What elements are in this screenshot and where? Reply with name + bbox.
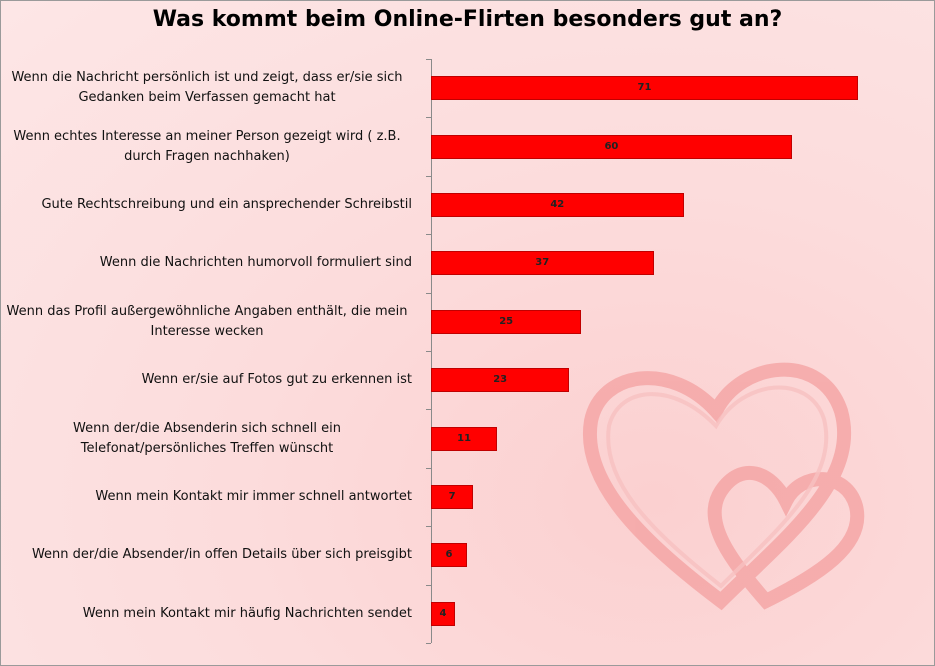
value-label: 42	[550, 199, 565, 210]
category-text: Wenn er/sie auf Fotos gut zu erkennen is…	[141, 372, 412, 388]
value-label: 37	[535, 257, 550, 269]
category-axis	[431, 59, 432, 643]
bar	[431, 309, 582, 334]
value-label: 11	[457, 432, 472, 444]
bar	[431, 193, 684, 217]
bar	[431, 251, 654, 276]
axis-tick	[426, 409, 431, 411]
value-label: 7	[448, 491, 456, 502]
axis-tick	[426, 467, 431, 469]
bar	[431, 485, 474, 509]
value-label: 6	[445, 549, 453, 561]
axis-tick	[426, 234, 431, 236]
bar	[431, 76, 858, 101]
chart-title: Was kommt beim Online-Flirten besonders …	[152, 7, 783, 32]
bar	[431, 543, 468, 568]
bar	[431, 426, 498, 451]
axis-tick	[426, 643, 431, 644]
category-text: Wenn die Nachrichten humorvoll formulier…	[99, 255, 412, 271]
bar	[431, 601, 456, 626]
value-label: 25	[499, 315, 514, 327]
value-label: 71	[637, 82, 652, 94]
axis-tick	[426, 526, 431, 528]
category-label: Wenn er/sie auf Fotos gut zu erkennen is…	[2, 355, 412, 405]
category-label: Wenn der/die Absenderin sich schnell ein…	[2, 414, 412, 464]
category-label: Wenn die Nachrichten humorvoll formulier…	[2, 238, 412, 288]
category-text: Wenn echtes Interesse an meiner Person g…	[13, 128, 401, 164]
category-label: Wenn die Nachricht persönlich ist und ze…	[2, 63, 412, 113]
category-label: Wenn mein Kontakt mir häufig Nachrichten…	[2, 589, 412, 639]
category-text: Wenn mein Kontakt mir immer schnell antw…	[95, 489, 412, 504]
axis-tick	[426, 351, 431, 352]
value-label: 60	[604, 140, 619, 152]
bar	[431, 134, 792, 159]
axis-tick	[426, 59, 431, 60]
axis-tick	[426, 584, 431, 586]
category-label: Wenn mein Kontakt mir immer schnell antw…	[2, 472, 412, 522]
category-text: Wenn das Profil außergewöhnliche Angaben…	[6, 303, 408, 339]
value-label: 23	[493, 374, 508, 386]
axis-tick	[426, 117, 431, 119]
category-label: Wenn das Profil außergewöhnliche Angaben…	[2, 297, 412, 347]
category-text: Gute Rechtschreibung und ein ansprechend…	[41, 197, 412, 212]
category-text: Wenn die Nachricht persönlich ist und ze…	[11, 70, 403, 106]
axis-tick	[426, 175, 431, 177]
category-text: Wenn der/die Absender/in offen Details ü…	[31, 547, 412, 563]
category-label: Wenn der/die Absender/in offen Details ü…	[2, 530, 412, 580]
category-text: Wenn der/die Absenderin sich schnell ein…	[73, 420, 341, 456]
value-label: 4	[439, 607, 447, 619]
category-label: Wenn echtes Interesse an meiner Person g…	[2, 122, 412, 172]
axis-tick	[426, 292, 431, 294]
bar	[431, 368, 570, 393]
category-text: Wenn mein Kontakt mir häufig Nachrichten…	[82, 605, 412, 621]
category-label: Gute Rechtschreibung und ein ansprechend…	[2, 180, 412, 230]
